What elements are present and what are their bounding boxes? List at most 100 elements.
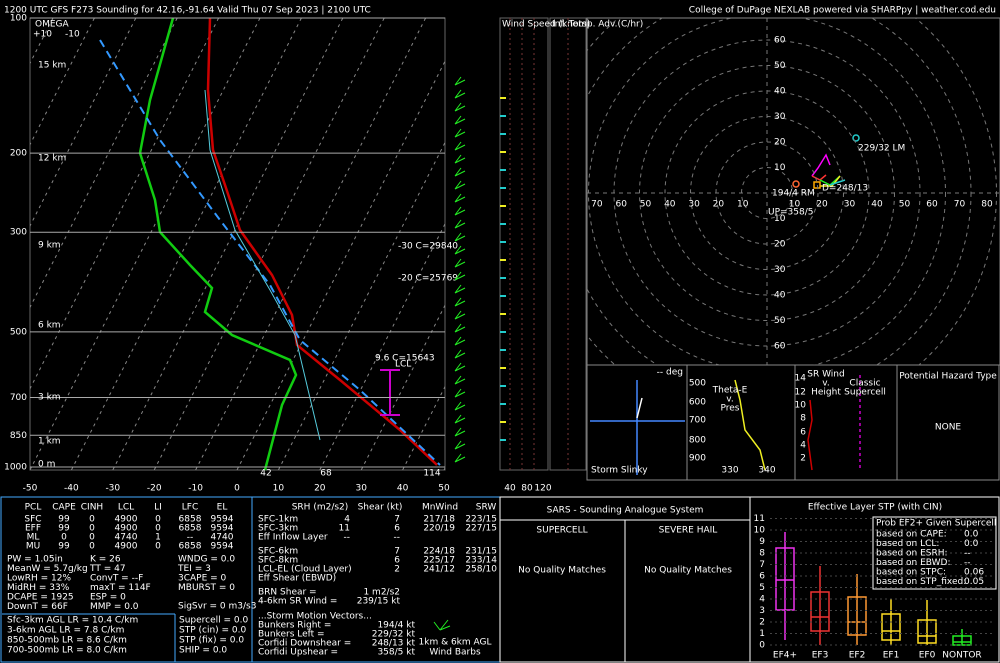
label: 60 <box>615 200 627 210</box>
label: 1 <box>155 533 161 543</box>
isotherm <box>30 18 95 146</box>
wind-barb <box>454 362 466 372</box>
label: 7 <box>759 560 765 570</box>
level-annotation: -30 C=29840 <box>398 242 458 252</box>
label: PCL <box>25 503 42 513</box>
temp-label: -10 <box>188 484 203 494</box>
label: 700 <box>689 416 706 426</box>
label: EF0 <box>919 651 936 661</box>
label: SigSvr = 0 m3/s3 <box>178 602 256 612</box>
level-annotation: LCL <box>395 360 411 370</box>
label: Eff Shear (EBWD) <box>258 574 336 584</box>
label: 0 <box>155 524 161 534</box>
height-label: 1 km <box>38 437 61 447</box>
label: SFC-1km <box>258 515 298 525</box>
label: Corfidi Downshear = <box>258 639 351 649</box>
label: v. <box>726 395 734 405</box>
label: EF1 <box>883 651 900 661</box>
label: 223/15 <box>465 515 497 525</box>
label: 2 <box>759 618 765 628</box>
label: DCAPE = 1925 <box>7 593 74 603</box>
label: 1km & 6km AGL <box>419 638 492 648</box>
label: 8 <box>800 414 806 424</box>
label: 9594 <box>211 515 234 525</box>
label: LCL <box>118 503 134 513</box>
label: 50 <box>640 200 652 210</box>
label: MU <box>26 542 40 552</box>
label: BRN Shear = <box>258 588 317 598</box>
isotherm <box>70 18 302 470</box>
label: SEVERE HAIL <box>659 526 718 536</box>
label: 3CAPE = 0 <box>178 574 227 584</box>
label: 0.05 <box>964 577 984 587</box>
wind-barb <box>454 414 466 424</box>
label: EF2 <box>849 651 866 661</box>
isotherm <box>360 304 445 470</box>
label: 14 <box>795 374 807 384</box>
label: SFC-6km <box>258 547 298 557</box>
label: 80 <box>521 484 533 494</box>
hodo-ring <box>715 141 819 245</box>
level-annotation: -20 C=25769 <box>398 274 458 284</box>
label: 0.0 <box>964 530 979 540</box>
omega-title: OMEGA <box>35 20 70 30</box>
wind-barb <box>454 297 466 307</box>
label: 20 <box>774 240 786 250</box>
label: 231/15 <box>465 547 497 557</box>
label: 6 <box>394 556 400 566</box>
label: 99 <box>58 515 70 525</box>
label: 30 <box>774 112 786 122</box>
label: Eff Inflow Layer <box>258 533 328 543</box>
label: Supercell = 0.0 <box>179 616 249 626</box>
label: 850-500mb LR = 8.6 C/km <box>7 636 127 646</box>
hodo-ring <box>741 167 793 219</box>
label: 120 <box>534 484 551 494</box>
label: CAPE <box>52 503 76 513</box>
label: 340 <box>758 466 775 476</box>
label: 233/14 <box>465 556 497 566</box>
isotherm <box>30 18 137 228</box>
label: 40 <box>504 484 516 494</box>
label: K = 26 <box>90 555 121 565</box>
pressure-label: 100 <box>10 14 27 24</box>
label: SRH (m2/s2) <box>292 503 349 513</box>
wind-barb <box>454 154 466 164</box>
label: 258/10 <box>465 565 497 575</box>
label: 9594 <box>211 542 234 552</box>
label: 0 <box>89 524 95 534</box>
label: 50 <box>774 61 786 71</box>
label: Prob EF2+ Given Supercell <box>876 519 996 529</box>
label: 4740 <box>211 533 234 543</box>
height-label: 6 km <box>38 321 61 331</box>
label: SHIP = 0.0 <box>179 646 227 656</box>
label: Potential Hazard Type <box>899 372 997 382</box>
isotherm <box>195 18 427 470</box>
wind-barb <box>454 258 466 268</box>
label: 500 <box>689 379 706 389</box>
label: SFC <box>24 515 41 525</box>
label: -- deg <box>657 368 683 378</box>
height-label: 0 m <box>38 460 55 470</box>
label: SR Wind <box>807 370 844 380</box>
label: MMP = 0.0 <box>90 602 139 612</box>
label: 0 <box>61 533 67 543</box>
label: 358/5 kt <box>377 648 415 658</box>
label: TT = 47 <box>89 564 126 574</box>
label: 12 <box>795 388 806 398</box>
label: CINH <box>81 503 103 513</box>
label: 4900 <box>115 542 138 552</box>
label: 0 <box>89 533 95 543</box>
label: ConvT = --F <box>90 574 143 584</box>
label: LowRH = 12% <box>7 574 71 584</box>
label: STP (cin) = 0.0 <box>179 626 247 636</box>
wind-barb <box>454 453 466 463</box>
hodo-annotation: 194/4 RM <box>772 189 815 199</box>
label: 6 <box>800 428 806 438</box>
label: LFC <box>182 503 198 513</box>
wind-barb <box>454 427 466 437</box>
temp-label: 20 <box>314 484 326 494</box>
label: LI <box>154 503 162 513</box>
hodo-annotation: 229/32 LM <box>858 144 905 154</box>
hodograph-trace <box>792 134 860 189</box>
label: 2 <box>394 565 400 575</box>
